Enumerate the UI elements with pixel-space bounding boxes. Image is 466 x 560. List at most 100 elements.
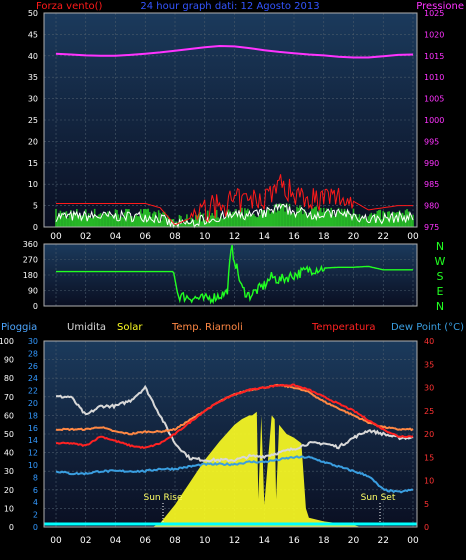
gust-bar — [404, 210, 407, 227]
humidity-tick-label: 80 — [4, 374, 14, 383]
sunset-label: Sun Set — [361, 493, 396, 503]
gust-bar — [412, 214, 414, 227]
gust-bar — [258, 215, 261, 227]
temperature-tick-label: 0 — [424, 523, 429, 532]
time-tick-label: 20 — [348, 232, 360, 242]
time-tick-label: 02 — [80, 536, 91, 546]
gust-bar — [150, 216, 152, 227]
gust-bar — [294, 214, 297, 227]
humidity-tick-label: 100 — [0, 337, 14, 346]
legend-temperature: Temperatura — [311, 322, 376, 333]
gust-bar — [327, 209, 330, 227]
pressure-tick-label: 1025 — [424, 9, 444, 18]
legend-dewpoint: Dew Point (°C) — [391, 322, 464, 333]
gust-bar — [288, 203, 291, 227]
gust-bar — [92, 215, 94, 227]
gust-bar — [357, 217, 359, 227]
gust-bar — [227, 209, 230, 227]
temperature-tick-label: 25 — [424, 407, 434, 416]
gust-bar — [333, 216, 335, 227]
gust-bar — [331, 211, 334, 227]
gust-bar — [110, 216, 112, 227]
temperature-tick-label: 30 — [424, 384, 434, 393]
gust-bar — [363, 219, 365, 227]
gust-bar — [132, 218, 135, 227]
gust-bar — [315, 206, 318, 227]
wind-tick-label: 15 — [28, 159, 38, 168]
gust-bar — [388, 211, 390, 227]
sunrise-label: Sun Rise — [144, 493, 183, 503]
time-tick-label: 00 — [407, 232, 419, 242]
time-tick-label: 14 — [259, 536, 271, 546]
gust-bar — [235, 208, 237, 227]
gust-bar — [224, 217, 227, 227]
gust-bar — [306, 215, 309, 227]
rain-tick-label: 14 — [28, 436, 38, 445]
rain-tick-label: 18 — [28, 411, 38, 420]
gust-bar — [195, 215, 197, 227]
pressure-tick-label: 990 — [424, 159, 439, 168]
rain-tick-label: 4 — [33, 498, 38, 507]
humidity-tick-label: 60 — [4, 411, 14, 420]
gust-bar — [192, 219, 194, 227]
rain-tick-label: 2 — [33, 511, 38, 520]
gust-bar — [156, 219, 158, 227]
gust-bar — [247, 208, 249, 227]
gust-bar — [226, 210, 228, 227]
compass-label: E — [437, 285, 444, 298]
gust-bar — [123, 212, 126, 227]
gust-bar — [340, 208, 343, 227]
gust-bar — [84, 209, 87, 227]
gust-bar — [250, 213, 252, 227]
time-tick-label: 12 — [229, 232, 240, 242]
chart-title: 24 hour graph dati: 12 Agosto 2013 — [140, 1, 319, 12]
gust-bar — [95, 216, 97, 227]
gust-bar — [256, 217, 258, 227]
gust-bar — [358, 214, 361, 227]
gust-bar — [153, 211, 155, 227]
gust-bar — [181, 222, 184, 227]
time-tick-label: 22 — [378, 536, 389, 546]
gust-bar — [62, 211, 65, 227]
gust-bar — [70, 210, 72, 227]
gust-bar — [309, 215, 312, 227]
compass-label: N — [436, 240, 444, 253]
gust-bar — [157, 210, 160, 227]
gust-bar — [162, 212, 164, 227]
wind-tick-label: 5 — [33, 202, 38, 211]
gust-bar — [244, 208, 246, 227]
gust-bar — [343, 208, 346, 227]
time-tick-label: 00 — [50, 536, 62, 546]
gust-bar — [160, 220, 163, 227]
gust-bar — [218, 218, 221, 227]
gust-bar — [93, 208, 96, 227]
gust-bar — [104, 211, 106, 227]
gust-bar — [303, 209, 306, 227]
gust-bar — [221, 218, 224, 227]
dewpoint-line — [55, 455, 414, 494]
gust-bar — [114, 209, 117, 227]
bottom-border — [43, 340, 418, 528]
gust-bar — [223, 219, 225, 227]
gust-bar — [83, 212, 86, 227]
gust-bar — [77, 215, 80, 227]
gust-bar — [314, 207, 316, 227]
bottom-time-ticks: 00 02 04 06 08 10 12 14 16 18 20 22 00 — [50, 536, 419, 546]
wind-tick-label: 40 — [28, 52, 38, 61]
gust-bar — [346, 211, 349, 227]
bottom-panel: Sun Rise Sun Set 1009080706050403020100 … — [0, 322, 464, 546]
wind-tick-label: 35 — [28, 73, 38, 82]
pressure-tick-label: 995 — [424, 137, 439, 146]
gust-bar — [361, 215, 364, 227]
gust-bar — [220, 213, 222, 227]
gust-bar — [81, 215, 84, 227]
gust-bar — [308, 212, 310, 227]
gust-bar — [80, 215, 83, 227]
temperature-axis-ticks: 40 35 30 25 20 15 10 5 0 — [424, 337, 434, 532]
temperature-tick-label: 5 — [424, 500, 429, 509]
gust-bar — [385, 217, 388, 227]
